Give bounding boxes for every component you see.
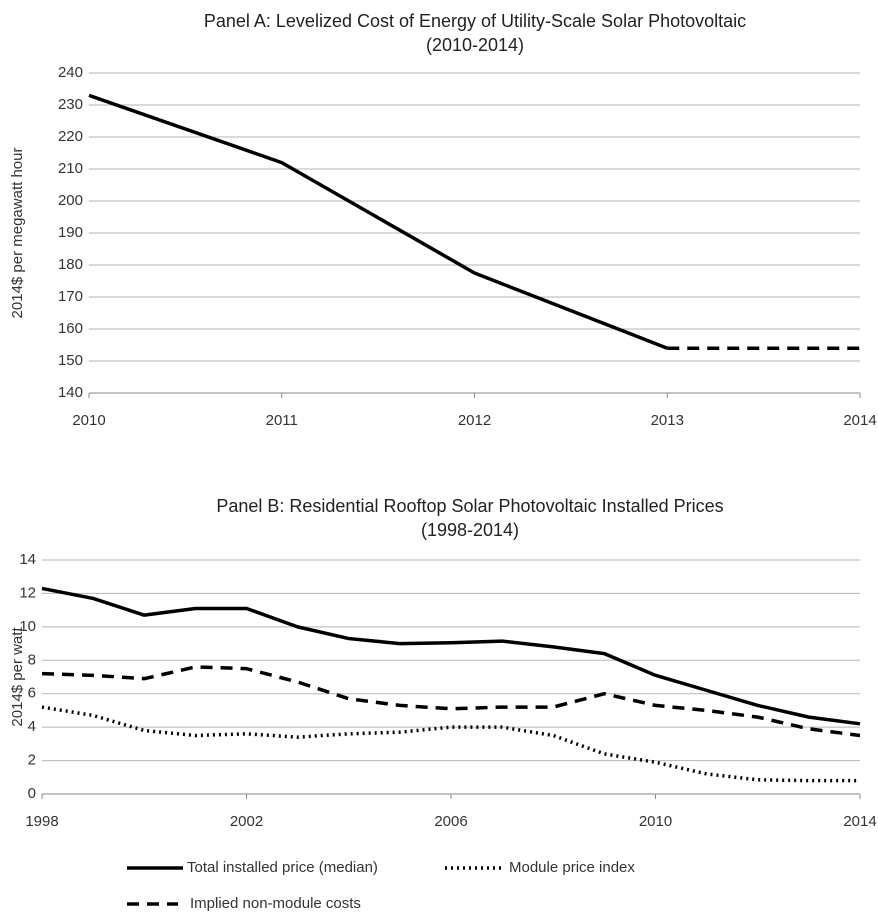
y-tick-label: 200 xyxy=(58,192,83,209)
chart-title: Panel B: Residential Rooftop Solar Photo… xyxy=(216,496,723,516)
y-tick-label: 230 xyxy=(58,96,83,113)
data-line xyxy=(88,93,668,350)
y-tick-label: 220 xyxy=(58,128,83,145)
data-line xyxy=(41,586,861,726)
chart-title: Panel A: Levelized Cost of Energy of Uti… xyxy=(204,11,746,31)
x-tick-label: 1998 xyxy=(25,813,58,830)
y-tick-label: 160 xyxy=(58,320,83,337)
y-tick-label: 170 xyxy=(58,288,83,305)
x-tick-label: 2014 xyxy=(843,412,876,429)
y-tick-label: 140 xyxy=(58,384,83,401)
x-tick-label: 2011 xyxy=(266,412,298,429)
x-tick-label: 2013 xyxy=(651,412,684,429)
y-tick-label: 6 xyxy=(28,685,36,702)
y-tick-label: 190 xyxy=(58,224,83,241)
x-tick-label: 2010 xyxy=(72,412,105,429)
y-tick-label: 0 xyxy=(28,785,36,802)
x-tick-label: 2006 xyxy=(434,813,467,830)
x-tick-label: 2012 xyxy=(458,412,491,429)
data-line xyxy=(41,665,861,738)
y-tick-label: 10 xyxy=(19,618,36,635)
y-tick-label: 4 xyxy=(28,718,36,735)
data-line xyxy=(41,705,860,783)
y-tick-label: 2 xyxy=(28,752,36,769)
chart-subtitle: (1998-2014) xyxy=(421,520,519,540)
y-tick-label: 240 xyxy=(58,64,83,81)
y-axis-label: 2014$ per megawatt hour xyxy=(9,148,26,319)
y-tick-label: 14 xyxy=(19,551,36,568)
y-tick-label: 150 xyxy=(58,352,83,369)
x-tick-label: 2014 xyxy=(843,813,876,830)
y-tick-label: 12 xyxy=(19,584,36,601)
y-tick-label: 8 xyxy=(28,651,36,668)
y-axis-label: 2014$ per watt xyxy=(9,627,26,727)
x-tick-label: 2002 xyxy=(230,813,263,830)
y-tick-label: 180 xyxy=(58,256,83,273)
legend-label: Total installed price (median) xyxy=(187,859,378,876)
chart-subtitle: (2010-2014) xyxy=(426,35,524,55)
legend-label: Module price index xyxy=(509,859,635,876)
x-tick-label: 2010 xyxy=(639,813,672,830)
y-tick-label: 210 xyxy=(58,160,83,177)
legend-label: Implied non-module costs xyxy=(190,895,361,912)
